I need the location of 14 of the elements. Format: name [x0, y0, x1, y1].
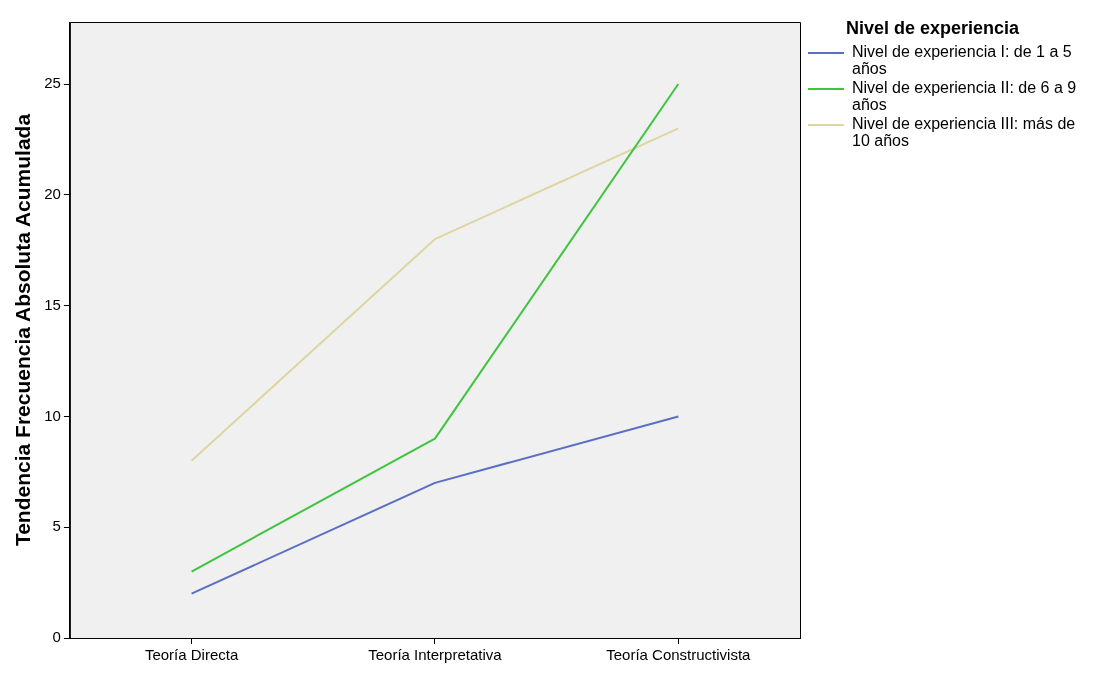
y-tick-label: 0: [52, 628, 61, 646]
legend-label: Nivel de experiencia III: más de 10 años: [852, 115, 1077, 149]
x-tick-label: Teoría Directa: [144, 646, 239, 664]
legend-label: Nivel de experiencia II: de 6 a 9 años: [852, 79, 1078, 113]
x-tick-label: Teoría Constructivista: [606, 646, 752, 664]
legend-label: Nivel de experiencia I: de 1 a 5 años: [852, 43, 1073, 77]
y-tick-label: 5: [52, 517, 61, 535]
y-tick-label: 20: [44, 184, 61, 202]
y-axis-title: Tendencia Frecuencia Absoluta Acumulada: [11, 113, 35, 547]
legend-title: Nivel de experiencia: [846, 18, 1021, 39]
x-tick-label: Teoría Interpretativa: [368, 646, 503, 664]
y-tick-label: 10: [44, 406, 61, 424]
y-tick-label: 25: [44, 74, 61, 92]
y-tick-label: 15: [44, 295, 61, 313]
